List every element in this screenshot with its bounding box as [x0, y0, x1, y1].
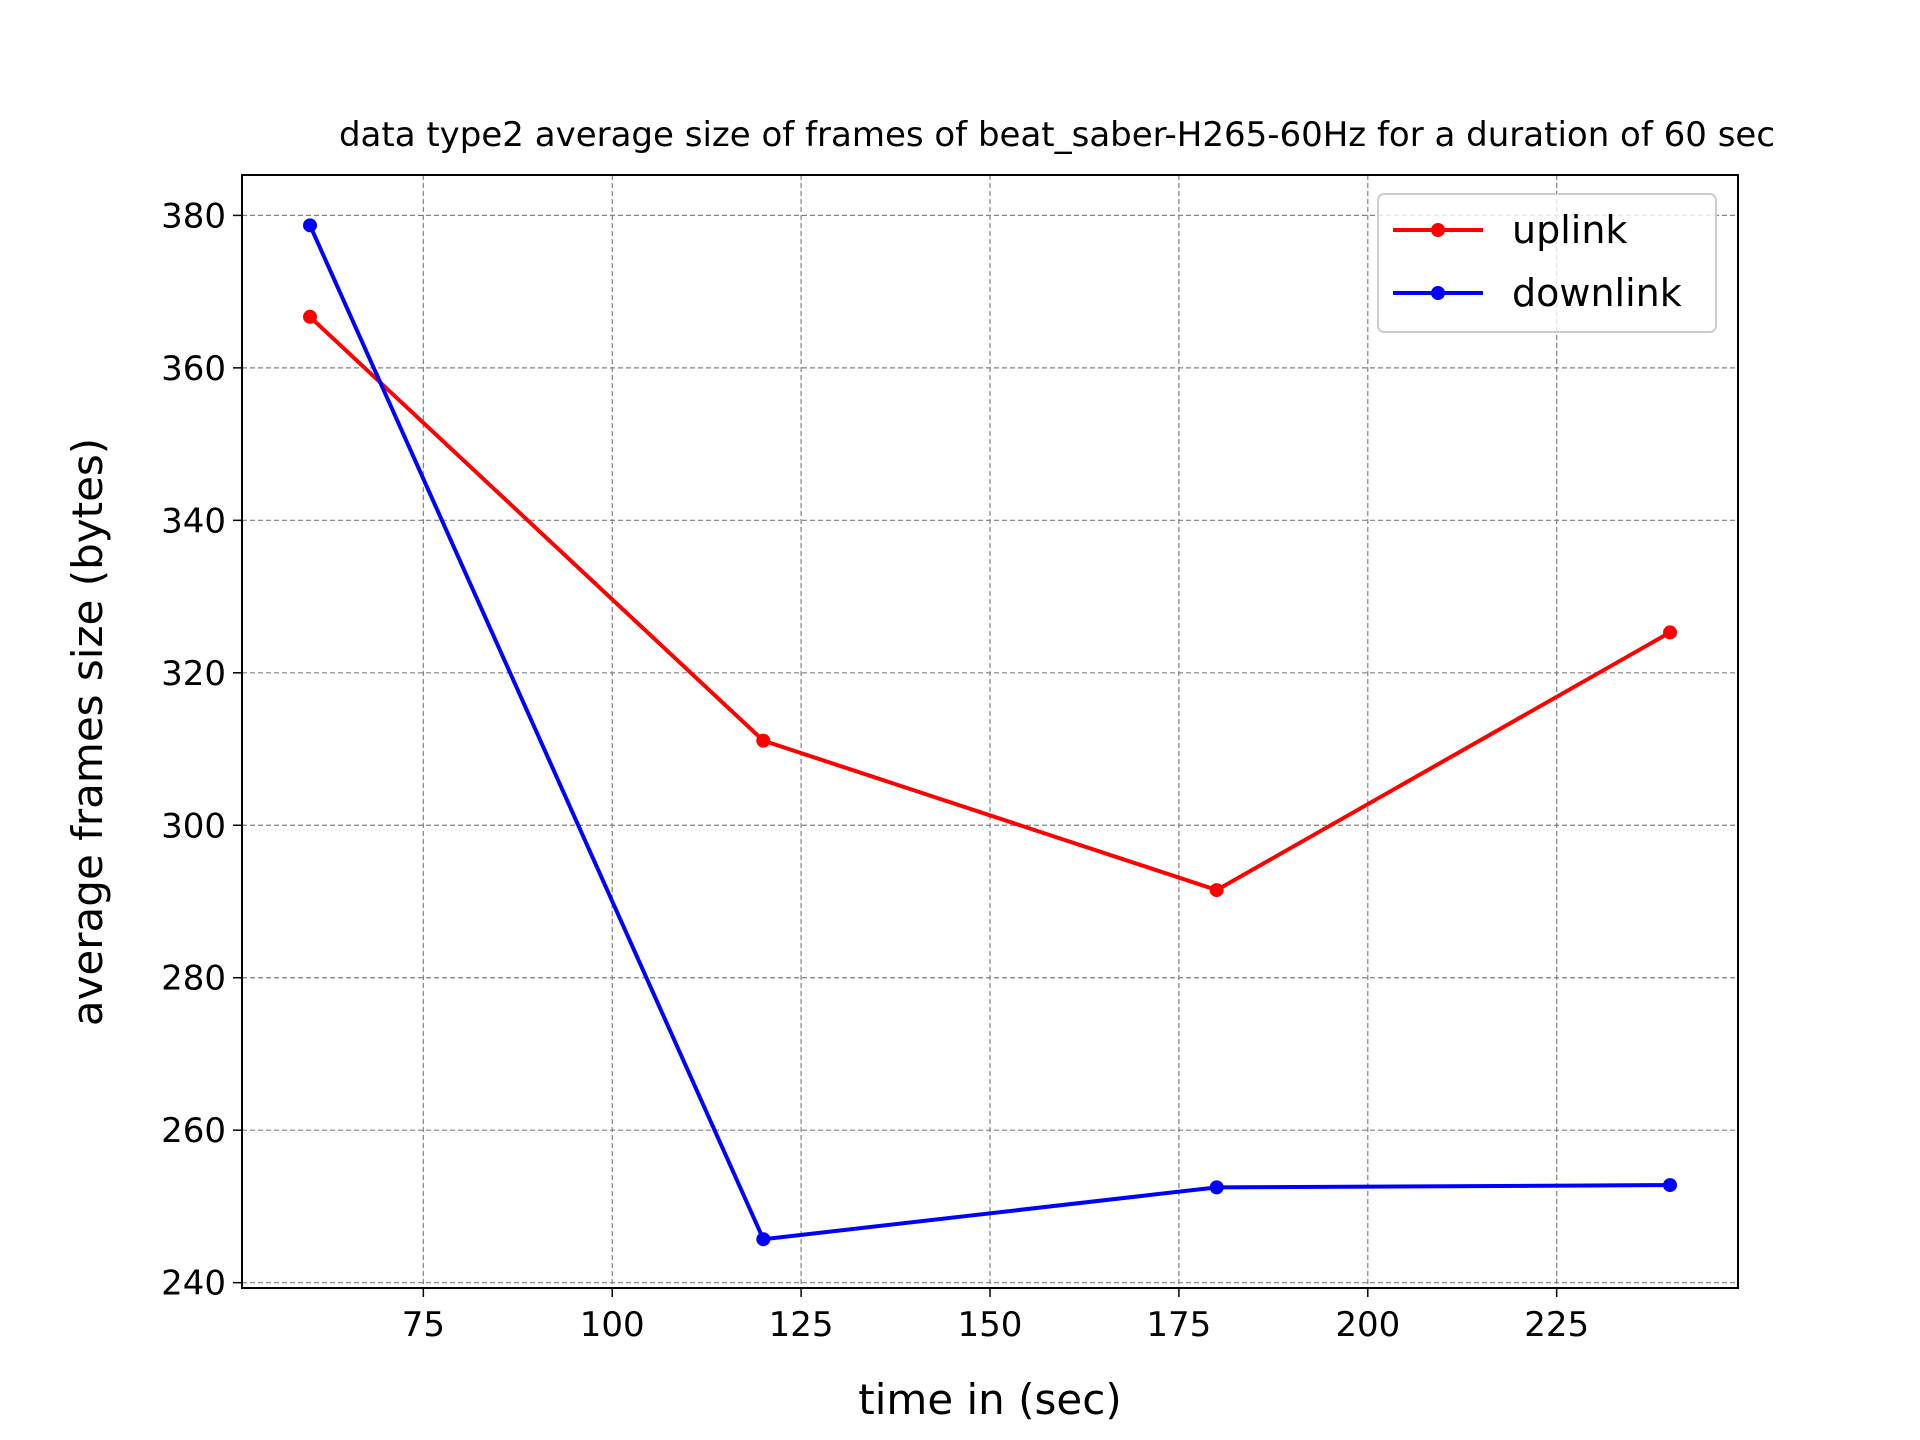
- x-axis-label: time in (sec): [858, 1375, 1121, 1424]
- y-tick-label: 260: [161, 1111, 226, 1151]
- y-tick-label: 320: [161, 654, 226, 694]
- axis-ticks: 75 100 125 150 175 200 225 240 260 280 300 320 340 36…: [161, 196, 1589, 1345]
- legend-marker-downlink: [1431, 286, 1445, 300]
- legend-marker-uplink: [1431, 223, 1445, 237]
- x-tick-label: 75: [402, 1305, 445, 1345]
- grid: [242, 175, 1738, 1288]
- y-tick-label: 340: [161, 501, 226, 541]
- legend-label-uplink: uplink: [1512, 208, 1627, 252]
- data-point-downlink: [1209, 1180, 1224, 1195]
- data-point-uplink: [303, 309, 317, 324]
- x-tick-label: 200: [1335, 1305, 1400, 1345]
- x-tick-label: 150: [958, 1305, 1023, 1345]
- x-tick-label: 125: [769, 1305, 834, 1345]
- data-point-downlink: [756, 1232, 771, 1247]
- y-tick-label: 360: [161, 349, 226, 389]
- series-layer: [303, 218, 1677, 1247]
- x-tick-label: 175: [1146, 1305, 1211, 1345]
- series-line-uplink: [308, 315, 1671, 893]
- y-tick-label: 280: [161, 959, 226, 999]
- data-point-downlink: [303, 218, 317, 233]
- data-point-uplink: [1209, 883, 1224, 898]
- data-point-uplink: [756, 733, 771, 748]
- data-point-uplink: [1663, 625, 1677, 640]
- y-tick-label: 240: [161, 1264, 226, 1304]
- y-tick-label: 380: [161, 196, 226, 236]
- data-point-downlink: [1663, 1178, 1677, 1193]
- y-tick-label: 300: [161, 806, 226, 846]
- x-tick-label: 225: [1524, 1305, 1589, 1345]
- legend-label-downlink: downlink: [1512, 271, 1682, 315]
- x-tick-label: 100: [580, 1305, 645, 1345]
- series-line-downlink: [308, 224, 1671, 1242]
- chart-title: data type2 average size of frames of bea…: [339, 115, 1775, 155]
- legend: uplink downlink: [1377, 193, 1717, 333]
- y-axis-label: average frames size (bytes): [63, 438, 112, 1026]
